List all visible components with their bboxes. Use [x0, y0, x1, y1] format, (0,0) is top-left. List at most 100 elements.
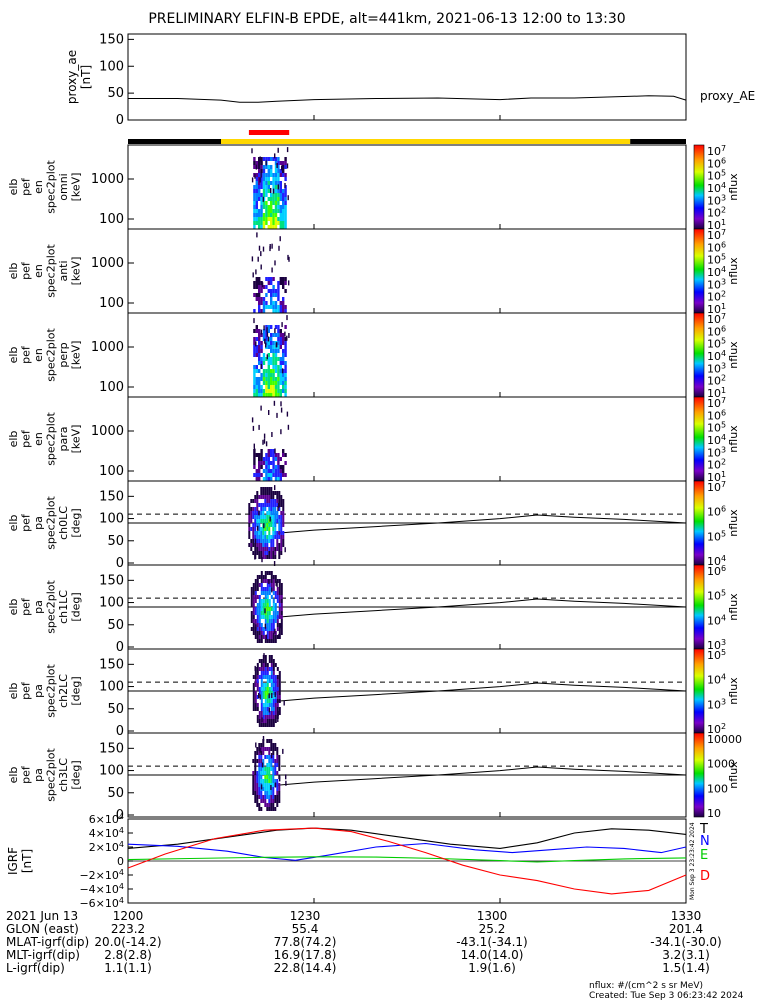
- spectrogram-cell: [266, 327, 268, 333]
- spectrogram-cell: [284, 165, 287, 169]
- footer-row-label: L-igrf(dip): [6, 961, 65, 975]
- spectrogram-cell: [254, 671, 257, 675]
- spectrogram-cell: [282, 193, 285, 197]
- spectrogram-cell: [260, 473, 263, 477]
- spectrogram-cell: [272, 623, 275, 627]
- spectrogram-cell: [262, 297, 266, 301]
- spectrogram-cell: [278, 547, 281, 551]
- footer-row-value: 1200: [113, 909, 144, 923]
- spectrogram-cell: [270, 759, 273, 763]
- spectrogram-cell: [282, 381, 285, 385]
- spectrogram-cell: [256, 703, 259, 707]
- spectrogram-cell: [270, 357, 273, 361]
- spectrogram-cell: [264, 775, 267, 779]
- spectrogram-cell: [266, 763, 269, 767]
- spectrogram-cell: [281, 322, 283, 328]
- spectrogram-cell: [277, 293, 280, 297]
- spectrogram-cell: [276, 519, 279, 523]
- spectrogram-cell: [272, 469, 275, 473]
- spectrogram-cell: [279, 389, 282, 393]
- spectrogram-cell: [272, 759, 275, 763]
- spectrogram-cell: [262, 469, 266, 473]
- spectrogram-cell: [282, 341, 285, 345]
- spectrogram-cell: [254, 665, 256, 671]
- spectrogram-cell: [274, 189, 278, 193]
- spectrogram-cell: [270, 325, 273, 329]
- spectrogram-cell: [248, 519, 251, 523]
- ytick-label: 150: [99, 657, 124, 672]
- spectrogram-cell: [277, 221, 280, 225]
- spectrogram-cell: [272, 188, 275, 194]
- spectrogram-cell: [280, 535, 283, 539]
- spectrogram-cell: [264, 675, 267, 679]
- spectrogram-cell: [255, 365, 258, 369]
- spectrogram-cell: [254, 599, 257, 603]
- spectrogram-cell: [268, 579, 270, 585]
- spectrogram-cell: [260, 377, 263, 381]
- spectrogram-cell: [274, 807, 277, 811]
- spectrogram-cell: [267, 169, 270, 173]
- spectrogram-cell: [279, 369, 282, 373]
- spectrogram-cell: [262, 461, 266, 465]
- spectrogram-cell: [256, 675, 259, 679]
- spectrogram-cell: [260, 177, 263, 181]
- spectrogram-cell: [250, 619, 253, 623]
- spectrogram-cell: [262, 507, 265, 511]
- spectrogram-cell: [264, 619, 267, 623]
- spectrogram-cell: [278, 595, 281, 599]
- spectrogram-cell: [274, 205, 278, 209]
- spectrogram-cell: [258, 531, 261, 535]
- spectrogram-cell: [263, 523, 265, 529]
- spectrogram-cell: [288, 280, 290, 286]
- spectrogram-cell: [267, 353, 270, 357]
- spectrogram-cell: [260, 571, 263, 575]
- spectrogram-cell: [260, 361, 263, 365]
- spectrogram-cell: [255, 189, 258, 193]
- spectrogram-cell: [258, 225, 261, 229]
- spectrogram-cell: [284, 305, 287, 309]
- spectrogram-cell: [254, 507, 257, 511]
- spectrogram-cell: [258, 381, 261, 385]
- spectrogram-cell: [262, 217, 266, 221]
- spectrogram-cell: [263, 653, 265, 659]
- spectrogram-cell: [258, 305, 261, 309]
- spectrogram-cell: [260, 551, 263, 555]
- spectrogram-cell: [270, 703, 273, 707]
- spectrogram-cell: [258, 345, 261, 349]
- spectrogram-cell: [277, 201, 280, 205]
- spectrogram-cell: [267, 473, 270, 477]
- spectrogram-cell: [278, 551, 281, 555]
- colorbar-tick-label: 105: [707, 648, 726, 662]
- spectrogram-cell: [272, 791, 275, 795]
- spectrogram-cell: [267, 197, 270, 201]
- spectrogram-cell: [270, 785, 272, 790]
- spectrogram-cell: [258, 157, 261, 161]
- spectrogram-cell: [270, 297, 273, 301]
- spectrogram-cell: [279, 236, 281, 242]
- spectrogram-cell: [268, 711, 271, 715]
- spectrogram-cell: [278, 607, 281, 611]
- spectrogram-cell: [277, 345, 280, 349]
- spectrogram-cell: [265, 305, 268, 309]
- panel-ylabel-line: elb: [7, 431, 20, 448]
- spectrogram-cell: [280, 527, 283, 531]
- spectrogram-cell: [272, 193, 275, 197]
- spectrogram-cell: [254, 579, 257, 583]
- spectrogram-cell: [260, 747, 263, 751]
- proxy-ae-legend: proxy_AE: [700, 89, 755, 103]
- spectrogram-cell: [278, 687, 281, 691]
- spectrogram-cell: [268, 707, 271, 713]
- spectrogram-cell: [268, 675, 271, 679]
- spectrogram-cell: [272, 345, 275, 349]
- spectrogram-cell: [264, 703, 267, 707]
- spectrogram-cell: [282, 277, 285, 281]
- spectrogram-cell: [279, 457, 282, 461]
- spectrogram-cell: [274, 325, 278, 329]
- spectrogram-cell: [278, 599, 281, 603]
- spectrogram-cell: [260, 221, 263, 225]
- panel-ylabel-line: spec2plot: [45, 244, 58, 298]
- spectrogram-cell: [256, 751, 259, 755]
- spectrogram-cell: [264, 595, 267, 599]
- spectrogram-cell: [262, 723, 265, 727]
